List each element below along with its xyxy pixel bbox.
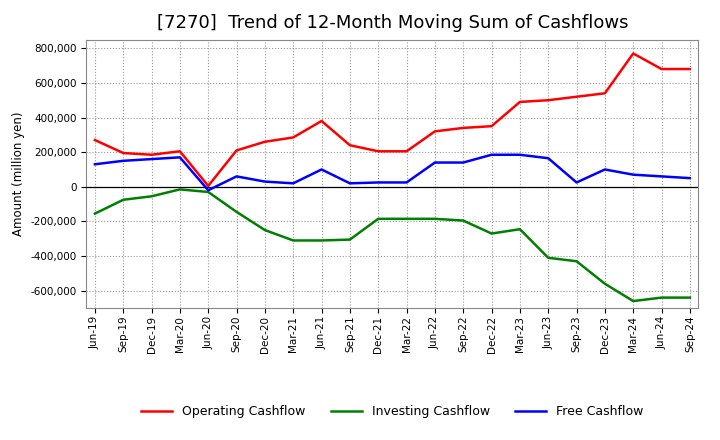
- Operating Cashflow: [374, 149, 382, 154]
- Investing Cashflow: [374, 216, 382, 221]
- Operating Cashflow: [657, 66, 666, 72]
- Investing Cashflow: [346, 237, 354, 242]
- Free Cashflow: [176, 155, 184, 160]
- Investing Cashflow: [119, 197, 127, 202]
- Operating Cashflow: [431, 129, 439, 134]
- Operating Cashflow: [233, 148, 241, 153]
- Free Cashflow: [204, 187, 212, 193]
- Investing Cashflow: [318, 238, 326, 243]
- Investing Cashflow: [402, 216, 411, 221]
- Investing Cashflow: [516, 227, 524, 232]
- Operating Cashflow: [91, 137, 99, 143]
- Operating Cashflow: [685, 66, 694, 72]
- Line: Investing Cashflow: Investing Cashflow: [95, 189, 690, 301]
- Operating Cashflow: [119, 150, 127, 156]
- Operating Cashflow: [516, 99, 524, 105]
- Operating Cashflow: [572, 94, 581, 99]
- Free Cashflow: [600, 167, 609, 172]
- Free Cashflow: [374, 180, 382, 185]
- Investing Cashflow: [572, 259, 581, 264]
- Investing Cashflow: [685, 295, 694, 300]
- Operating Cashflow: [148, 152, 156, 158]
- Free Cashflow: [346, 181, 354, 186]
- Operating Cashflow: [261, 139, 269, 144]
- Free Cashflow: [685, 176, 694, 181]
- Operating Cashflow: [289, 135, 297, 140]
- Free Cashflow: [402, 180, 411, 185]
- Title: [7270]  Trend of 12-Month Moving Sum of Cashflows: [7270] Trend of 12-Month Moving Sum of C…: [157, 15, 628, 33]
- Free Cashflow: [487, 152, 496, 158]
- Investing Cashflow: [91, 211, 99, 216]
- Operating Cashflow: [318, 118, 326, 124]
- Operating Cashflow: [176, 149, 184, 154]
- Investing Cashflow: [459, 218, 467, 223]
- Operating Cashflow: [487, 124, 496, 129]
- Operating Cashflow: [544, 98, 552, 103]
- Free Cashflow: [318, 167, 326, 172]
- Y-axis label: Amount (million yen): Amount (million yen): [12, 112, 25, 236]
- Investing Cashflow: [176, 187, 184, 192]
- Free Cashflow: [148, 157, 156, 162]
- Investing Cashflow: [657, 295, 666, 300]
- Operating Cashflow: [204, 183, 212, 189]
- Investing Cashflow: [431, 216, 439, 221]
- Legend: Operating Cashflow, Investing Cashflow, Free Cashflow: Operating Cashflow, Investing Cashflow, …: [136, 400, 649, 423]
- Operating Cashflow: [459, 125, 467, 131]
- Investing Cashflow: [204, 189, 212, 194]
- Investing Cashflow: [487, 231, 496, 236]
- Operating Cashflow: [346, 143, 354, 148]
- Investing Cashflow: [544, 255, 552, 260]
- Line: Operating Cashflow: Operating Cashflow: [95, 53, 690, 186]
- Free Cashflow: [516, 152, 524, 158]
- Free Cashflow: [459, 160, 467, 165]
- Free Cashflow: [657, 174, 666, 179]
- Free Cashflow: [544, 156, 552, 161]
- Investing Cashflow: [600, 281, 609, 286]
- Operating Cashflow: [600, 91, 609, 96]
- Operating Cashflow: [402, 149, 411, 154]
- Free Cashflow: [119, 158, 127, 163]
- Free Cashflow: [91, 161, 99, 167]
- Free Cashflow: [289, 181, 297, 186]
- Free Cashflow: [233, 174, 241, 179]
- Investing Cashflow: [261, 227, 269, 233]
- Operating Cashflow: [629, 51, 637, 56]
- Investing Cashflow: [233, 209, 241, 215]
- Investing Cashflow: [629, 298, 637, 304]
- Free Cashflow: [261, 179, 269, 184]
- Free Cashflow: [629, 172, 637, 177]
- Line: Free Cashflow: Free Cashflow: [95, 155, 690, 190]
- Free Cashflow: [572, 180, 581, 185]
- Free Cashflow: [431, 160, 439, 165]
- Investing Cashflow: [289, 238, 297, 243]
- Investing Cashflow: [148, 194, 156, 199]
